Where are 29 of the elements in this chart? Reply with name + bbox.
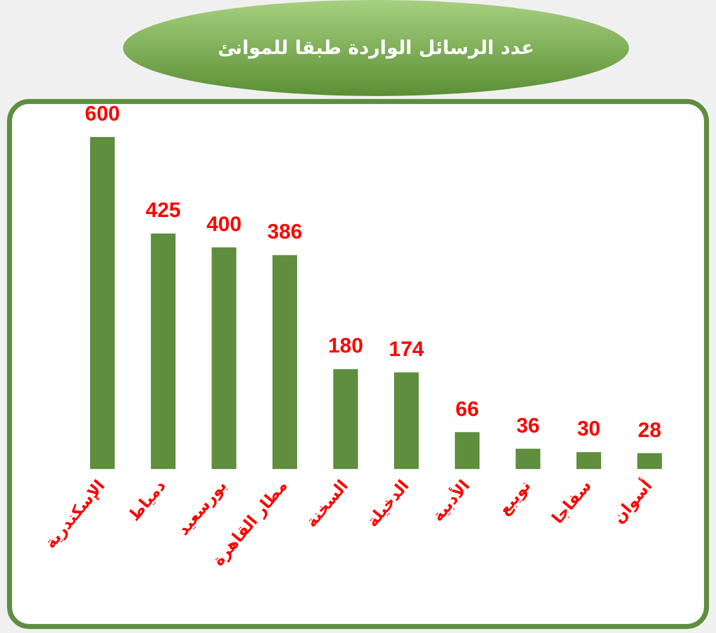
bar <box>454 432 480 469</box>
x-tick-label: دمياط <box>124 476 170 525</box>
x-tick-label: السخنة <box>302 476 352 531</box>
bar <box>212 247 236 469</box>
bar <box>150 234 176 469</box>
data-label: 28 <box>638 418 662 442</box>
bar <box>516 448 540 469</box>
x-tick-label: الدخيلة <box>362 476 413 531</box>
bar <box>333 369 358 469</box>
data-label: 36 <box>516 414 540 438</box>
bar <box>394 372 419 469</box>
bar <box>272 255 298 469</box>
data-label: 400 <box>206 212 242 236</box>
data-label: 425 <box>146 199 182 222</box>
data-label: 174 <box>388 338 424 362</box>
x-tick-label: أسوان <box>608 476 656 528</box>
chart-title: عدد الرسائل الواردة طبقا للموانئ <box>218 37 534 59</box>
x-tick-label: الإسكندرية <box>40 476 109 552</box>
x-tick-label: نويبع <box>494 476 534 519</box>
data-label: 66 <box>456 398 479 421</box>
data-label: 600 <box>84 102 120 126</box>
data-label: 30 <box>577 418 600 441</box>
bar <box>637 453 662 469</box>
data-label: 386 <box>267 220 302 244</box>
x-tick-label: سفاجا <box>548 476 596 528</box>
bar <box>90 137 115 469</box>
data-label: 180 <box>328 334 364 358</box>
bar <box>576 452 602 469</box>
x-tick-label: الأدبية <box>427 476 474 526</box>
